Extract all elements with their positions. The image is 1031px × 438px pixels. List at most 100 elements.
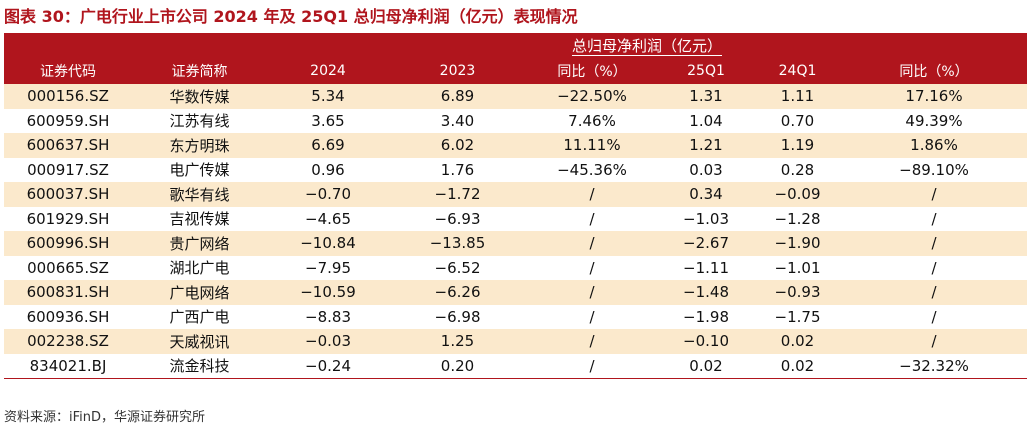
cell-25q1: −1.11 (658, 255, 754, 280)
cell-2024: −0.24 (267, 353, 389, 379)
table-row: 002238.SZ 天威视讯 −0.03 1.25/−0.10 0.02/ (4, 329, 1028, 354)
cell-code: 000665.SZ (4, 255, 132, 280)
group-header-text: 总归母净利润（亿元） (572, 37, 723, 56)
cell-name: 东方明珠 (132, 133, 267, 158)
cell-code: 600959.SH (4, 108, 132, 133)
group-header-blank (132, 33, 267, 58)
cell-25q1: 0.34 (658, 182, 754, 207)
cell-yoy-annual: / (526, 255, 658, 280)
cell-code: 000156.SZ (4, 84, 132, 109)
cell-2024: −0.03 (267, 329, 389, 354)
cell-name: 电广传媒 (132, 157, 267, 182)
column-header-25q1: 25Q1 (658, 58, 754, 84)
cell-yoy-quarter: 49.39% (841, 108, 1028, 133)
table-row: 600959.SH 江苏有线 3.65 3.40 7.46% 1.04 0.70 49.39% (4, 108, 1028, 133)
cell-24q1: 0.28 (754, 157, 841, 182)
group-header-label: 总归母净利润（亿元） (267, 33, 1028, 58)
column-header-2023: 2023 (389, 58, 526, 84)
data-table-container: 总归母净利润（亿元） 证券代码 证券简称 2024 2023 同比（%） 25Q… (4, 33, 1028, 379)
cell-name: 广西广电 (132, 304, 267, 329)
cell-2024: −0.70 (267, 182, 389, 207)
cell-code: 834021.BJ (4, 353, 132, 379)
cell-24q1: −0.09 (754, 182, 841, 207)
column-header-2024: 2024 (267, 58, 389, 84)
cell-2023: −13.85 (389, 231, 526, 256)
group-header-blank (4, 33, 132, 58)
cell-24q1: 1.11 (754, 84, 841, 109)
cell-code: 600037.SH (4, 182, 132, 207)
cell-25q1: −0.10 (658, 329, 754, 354)
cell-2024: 6.69 (267, 133, 389, 158)
cell-name: 广电网络 (132, 280, 267, 305)
group-header-row: 总归母净利润（亿元） (4, 33, 1028, 58)
cell-24q1: −0.93 (754, 280, 841, 305)
cell-25q1: −1.03 (658, 206, 754, 231)
cell-code: 600936.SH (4, 304, 132, 329)
table-body: 000156.SZ 华数传媒 5.34 6.89 −22.50% 1.31 1.11 17.1… (4, 84, 1028, 379)
cell-2023: 6.89 (389, 84, 526, 109)
table-row: 000156.SZ 华数传媒 5.34 6.89 −22.50% 1.31 1.11 17.1… (4, 84, 1028, 109)
cell-code: 600996.SH (4, 231, 132, 256)
cell-2023: −6.98 (389, 304, 526, 329)
cell-2023: 1.76 (389, 157, 526, 182)
cell-2024: 0.96 (267, 157, 389, 182)
cell-name: 湖北广电 (132, 255, 267, 280)
cell-yoy-annual: / (526, 329, 658, 354)
figure-title: 图表 30：广电行业上市公司 2024 年及 25Q1 总归母净利润（亿元）表现… (4, 7, 578, 26)
cell-yoy-annual: −22.50% (526, 84, 658, 109)
cell-yoy-quarter: / (841, 255, 1028, 280)
cell-2023: −1.72 (389, 182, 526, 207)
table-row: 600637.SH 东方明珠 6.69 6.02 11.11% 1.21 1.19 1.86% (4, 133, 1028, 158)
table-row: 600037.SH 歌华有线 −0.70 −1.72/0.34 −0.09/ (4, 182, 1028, 207)
cell-25q1: 1.04 (658, 108, 754, 133)
cell-25q1: 1.31 (658, 84, 754, 109)
table-row: 000917.SZ 电广传媒 0.96 1.76 −45.36% 0.03 0.28 −89.… (4, 157, 1028, 182)
cell-yoy-quarter: / (841, 206, 1028, 231)
cell-2024: −8.83 (267, 304, 389, 329)
cell-name: 吉视传媒 (132, 206, 267, 231)
cell-2024: 5.34 (267, 84, 389, 109)
cell-code: 002238.SZ (4, 329, 132, 354)
cell-yoy-annual: 7.46% (526, 108, 658, 133)
table-row: 000665.SZ 湖北广电 −7.95 −6.52/−1.11 −1.01/ (4, 255, 1028, 280)
cell-24q1: −1.28 (754, 206, 841, 231)
cell-yoy-quarter: / (841, 329, 1028, 354)
cell-2023: 1.25 (389, 329, 526, 354)
table-row: 600831.SH 广电网络 −10.59 −6.26/−1.48 −0.93/ (4, 280, 1028, 305)
cell-name: 天威视讯 (132, 329, 267, 354)
cell-yoy-quarter: 17.16% (841, 84, 1028, 109)
cell-code: 000917.SZ (4, 157, 132, 182)
cell-2024: −10.59 (267, 280, 389, 305)
cell-25q1: −1.98 (658, 304, 754, 329)
cell-25q1: −2.67 (658, 231, 754, 256)
cell-24q1: 0.02 (754, 329, 841, 354)
cell-25q1: 0.02 (658, 353, 754, 379)
cell-yoy-quarter: 1.86% (841, 133, 1028, 158)
cell-name: 歌华有线 (132, 182, 267, 207)
cell-2024: −10.84 (267, 231, 389, 256)
cell-yoy-annual: −45.36% (526, 157, 658, 182)
cell-yoy-annual: / (526, 280, 658, 305)
cell-24q1: −1.90 (754, 231, 841, 256)
cell-24q1: −1.75 (754, 304, 841, 329)
cell-code: 600831.SH (4, 280, 132, 305)
cell-24q1: 0.70 (754, 108, 841, 133)
cell-25q1: 1.21 (658, 133, 754, 158)
cell-2023: −6.26 (389, 280, 526, 305)
column-header-yoy-quarter: 同比（%） (841, 58, 1028, 84)
column-header-yoy-annual: 同比（%） (526, 58, 658, 84)
cell-yoy-annual: / (526, 206, 658, 231)
table-row: 600936.SH 广西广电 −8.83 −6.98/−1.98 −1.75/ (4, 304, 1028, 329)
cell-2023: −6.52 (389, 255, 526, 280)
net-profit-table: 总归母净利润（亿元） 证券代码 证券简称 2024 2023 同比（%） 25Q… (4, 33, 1028, 379)
cell-name: 江苏有线 (132, 108, 267, 133)
cell-24q1: 1.19 (754, 133, 841, 158)
cell-25q1: 0.03 (658, 157, 754, 182)
cell-25q1: −1.48 (658, 280, 754, 305)
column-header-24q1: 24Q1 (754, 58, 841, 84)
cell-2024: −4.65 (267, 206, 389, 231)
cell-yoy-annual: / (526, 304, 658, 329)
source-note: 资料来源：iFinD，华源证券研究所 (4, 410, 206, 425)
cell-yoy-annual: 11.11% (526, 133, 658, 158)
cell-24q1: 0.02 (754, 353, 841, 379)
